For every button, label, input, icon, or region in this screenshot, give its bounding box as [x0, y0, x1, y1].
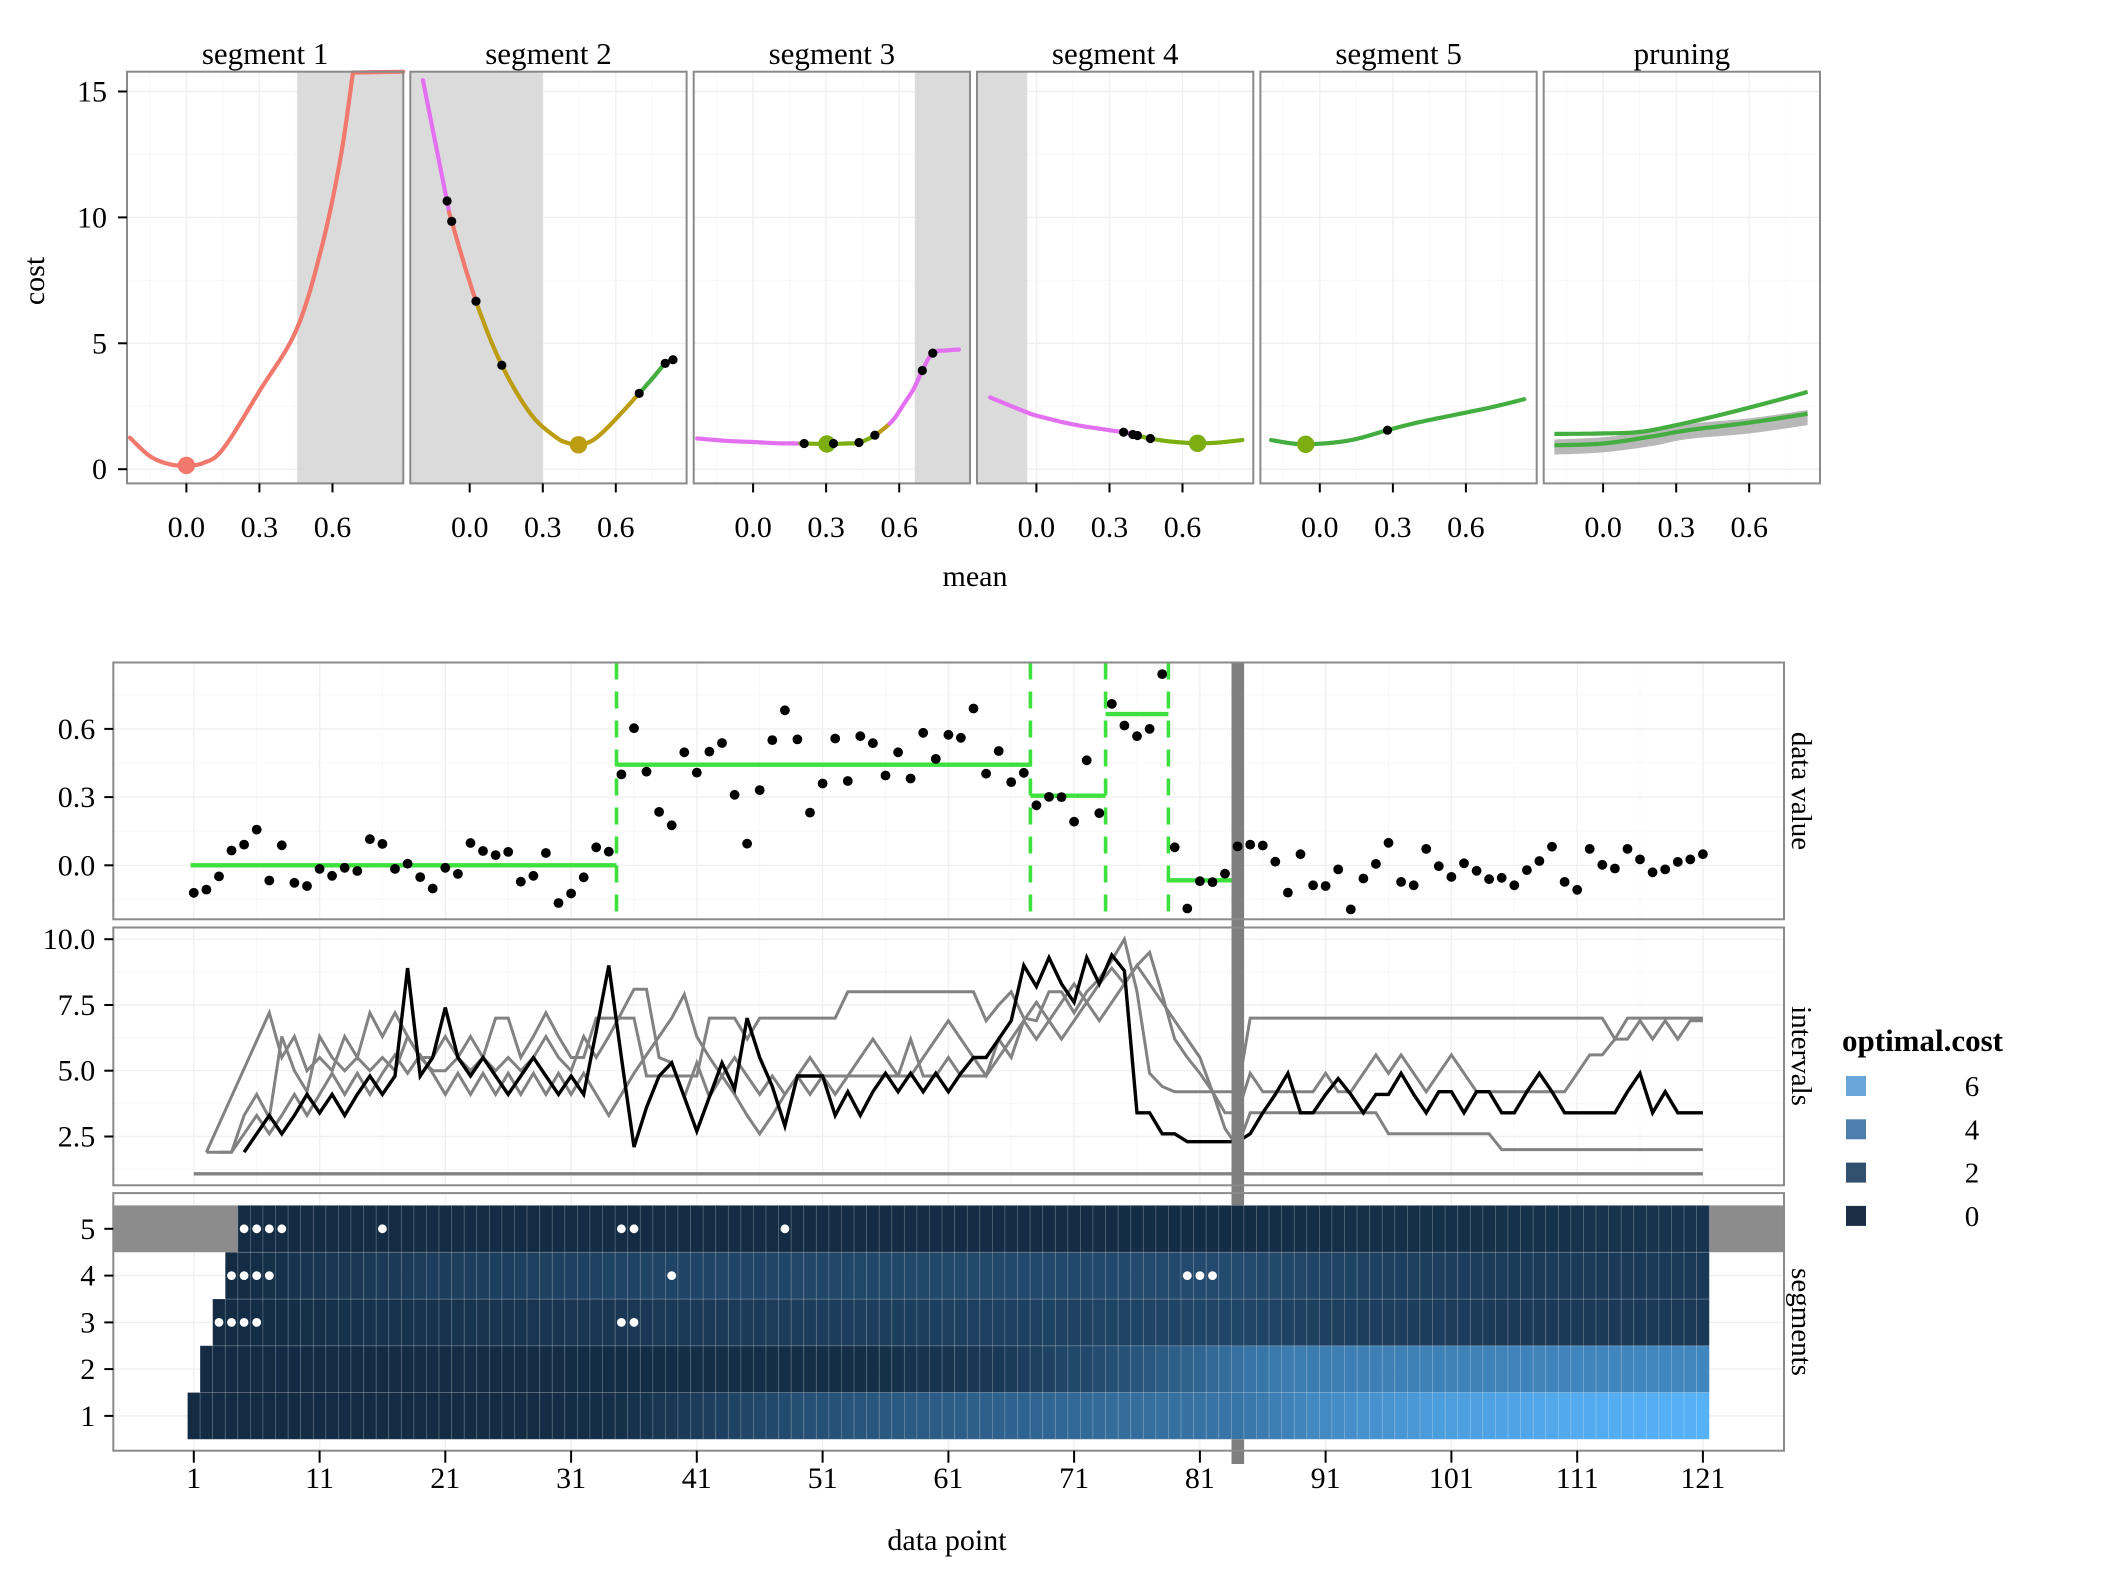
svg-text:7.5: 7.5 — [58, 989, 96, 1022]
svg-text:81: 81 — [1185, 1462, 1215, 1495]
svg-text:2: 2 — [80, 1353, 95, 1386]
svg-text:0.0: 0.0 — [1584, 511, 1622, 544]
svg-text:1: 1 — [186, 1462, 201, 1495]
svg-text:0.6: 0.6 — [58, 713, 96, 746]
svg-text:segment 1: segment 1 — [202, 36, 329, 71]
svg-text:0.3: 0.3 — [1374, 511, 1412, 544]
svg-text:pruning: pruning — [1634, 36, 1730, 71]
svg-text:0.6: 0.6 — [1447, 511, 1485, 544]
svg-text:segment 5: segment 5 — [1335, 36, 1462, 71]
svg-text:0.3: 0.3 — [1091, 511, 1129, 544]
svg-text:1: 1 — [80, 1400, 95, 1433]
svg-text:data point: data point — [887, 1524, 1007, 1557]
svg-text:0: 0 — [92, 453, 107, 486]
svg-text:0.6: 0.6 — [880, 511, 918, 544]
svg-text:segments: segments — [1785, 1268, 1817, 1376]
svg-text:0.0: 0.0 — [58, 849, 96, 882]
svg-text:mean: mean — [943, 560, 1008, 593]
svg-text:121: 121 — [1680, 1462, 1725, 1495]
svg-text:21: 21 — [430, 1462, 460, 1495]
svg-text:segment 3: segment 3 — [769, 36, 896, 71]
svg-text:6: 6 — [1965, 1071, 1980, 1103]
svg-text:15: 15 — [77, 76, 107, 109]
svg-text:0.3: 0.3 — [241, 511, 279, 544]
svg-text:71: 71 — [1059, 1462, 1089, 1495]
svg-text:91: 91 — [1311, 1462, 1341, 1495]
svg-text:data value: data value — [1785, 732, 1817, 850]
svg-text:10: 10 — [77, 201, 107, 234]
svg-text:0.6: 0.6 — [1164, 511, 1202, 544]
svg-text:5: 5 — [80, 1213, 95, 1246]
svg-text:5.0: 5.0 — [58, 1055, 96, 1088]
svg-text:0.3: 0.3 — [807, 511, 845, 544]
svg-text:2.5: 2.5 — [58, 1121, 96, 1154]
svg-text:3: 3 — [80, 1306, 95, 1339]
svg-text:11: 11 — [305, 1462, 334, 1495]
svg-text:cost: cost — [18, 256, 51, 305]
svg-text:segment 4: segment 4 — [1052, 36, 1179, 71]
svg-text:0.0: 0.0 — [451, 511, 489, 544]
svg-text:61: 61 — [933, 1462, 963, 1495]
svg-text:0.6: 0.6 — [1730, 511, 1768, 544]
svg-text:0.3: 0.3 — [58, 781, 96, 814]
svg-text:0.3: 0.3 — [524, 511, 562, 544]
svg-text:5: 5 — [92, 327, 107, 360]
svg-text:0.6: 0.6 — [597, 511, 635, 544]
svg-text:intervals: intervals — [1785, 1006, 1817, 1106]
svg-text:0.0: 0.0 — [1301, 511, 1339, 544]
svg-text:0.0: 0.0 — [168, 511, 206, 544]
svg-text:10.0: 10.0 — [43, 923, 96, 956]
svg-text:0.0: 0.0 — [1018, 511, 1056, 544]
svg-text:51: 51 — [808, 1462, 838, 1495]
svg-text:0.0: 0.0 — [734, 511, 772, 544]
svg-text:4: 4 — [80, 1260, 95, 1293]
svg-text:segment 2: segment 2 — [485, 36, 612, 71]
svg-text:31: 31 — [556, 1462, 586, 1495]
svg-text:4: 4 — [1965, 1114, 1980, 1146]
svg-text:41: 41 — [682, 1462, 712, 1495]
svg-text:optimal.cost: optimal.cost — [1842, 1023, 2004, 1058]
svg-text:0.6: 0.6 — [314, 511, 352, 544]
svg-text:2: 2 — [1965, 1158, 1980, 1190]
svg-text:0: 0 — [1965, 1201, 1980, 1233]
svg-text:0.3: 0.3 — [1657, 511, 1695, 544]
svg-text:101: 101 — [1429, 1462, 1474, 1495]
svg-text:111: 111 — [1556, 1462, 1599, 1495]
